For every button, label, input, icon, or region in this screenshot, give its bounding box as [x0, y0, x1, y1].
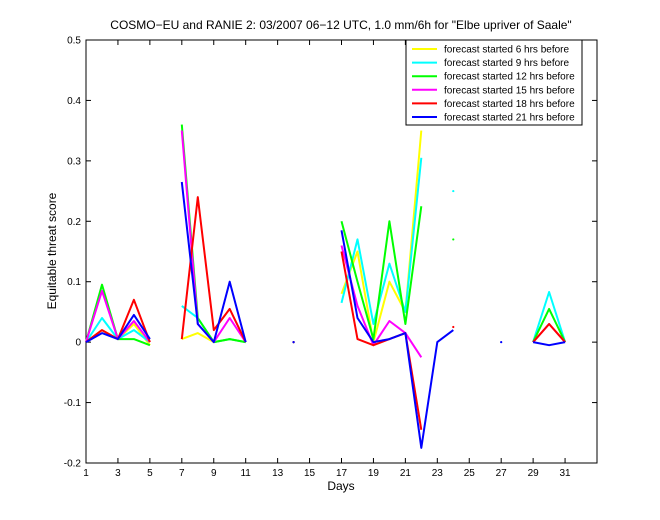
x-tick-labels: 1 3 5 7 9 11 13 15 17 19 21 23 25 27 29 31: [83, 468, 571, 479]
x-tick-label: 7: [179, 468, 185, 479]
series-line: [532, 307, 567, 343]
y-tick-label: -0.2: [64, 459, 82, 470]
x-tick-label: 27: [496, 468, 508, 479]
y-tick-label: 0.3: [67, 156, 81, 167]
series-line: [85, 313, 151, 343]
axis-ticks: [85, 39, 597, 464]
series-line: [532, 291, 567, 343]
y-tick-label: 0.2: [67, 217, 81, 228]
legend-label: forecast started 12 hrs before: [444, 72, 575, 83]
series-line: [340, 157, 423, 325]
x-tick-label: 15: [304, 468, 316, 479]
x-tick-label: 29: [528, 468, 540, 479]
series-line: [532, 341, 566, 347]
x-tick-label: 19: [368, 468, 380, 479]
x-tick-label: 23: [432, 468, 444, 479]
x-tick-label: 3: [115, 468, 121, 479]
x-axis-title: Days: [327, 479, 354, 493]
chart-title: COSMO−EU and RANIE 2: 03/2007 06−12 UTC,…: [110, 18, 571, 32]
legend-label: forecast started 18 hrs before: [444, 99, 575, 110]
series-line: [340, 230, 454, 449]
legend-label: forecast started 15 hrs before: [444, 85, 575, 96]
x-tick-label: 17: [336, 468, 348, 479]
x-tick-label: 1: [83, 468, 89, 479]
y-tick-label: -0.1: [64, 398, 82, 409]
x-tick-label: 31: [560, 468, 572, 479]
series-line: [180, 181, 247, 344]
y-tick-label: 0.1: [67, 277, 81, 288]
y-tick-labels: -0.2 -0.1 0 0.1 0.2 0.3 0.4 0.5: [64, 36, 82, 470]
legend-label: forecast started 21 hrs before: [444, 113, 575, 124]
legend-box: [405, 39, 583, 126]
data-point: [452, 325, 455, 329]
series-line: [340, 206, 423, 341]
x-tick-label: 11: [240, 468, 251, 479]
x-tick-label: 13: [272, 468, 284, 479]
data-point: [500, 341, 503, 344]
series-line: [180, 196, 247, 343]
data-point: [452, 189, 455, 193]
series-line: [532, 323, 566, 343]
data-point: [452, 238, 455, 241]
y-tick-label: 0: [75, 338, 81, 349]
x-tick-label: 9: [211, 468, 217, 479]
legend-label: forecast started 9 hrs before: [444, 58, 570, 69]
series-6: [85, 181, 566, 449]
y-tick-label: 0.5: [67, 36, 81, 47]
legend-label: forecast started 6 hrs before: [444, 45, 570, 56]
y-axis-title: Equitable threat score: [45, 192, 59, 309]
legend: forecast started 6 hrs before forecast st…: [405, 39, 583, 126]
y-tick-label: 0.4: [67, 96, 81, 107]
x-tick-label: 25: [464, 468, 476, 479]
x-tick-label: 21: [400, 468, 412, 479]
data-point: [292, 341, 295, 344]
x-tick-label: 5: [147, 468, 153, 479]
series-line: [340, 245, 423, 358]
series-layer: [85, 124, 567, 449]
